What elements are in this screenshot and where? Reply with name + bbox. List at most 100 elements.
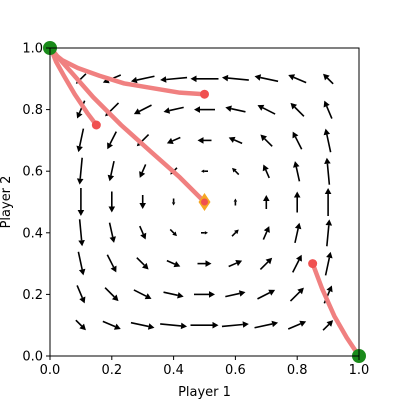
quiver-arrow-70 bbox=[290, 102, 305, 117]
quiver-arrow-54 bbox=[254, 320, 279, 329]
trajectory-line-3 bbox=[310, 261, 361, 358]
trajectory-line-1 bbox=[49, 48, 99, 128]
quiver-arrow-51 bbox=[228, 136, 243, 145]
quiver-arrow-61 bbox=[257, 104, 276, 115]
y-tick-label-2: 0.4 bbox=[22, 226, 43, 241]
quiver-arrow-1 bbox=[76, 285, 86, 304]
quiver-arrow-42 bbox=[197, 137, 212, 144]
trajectory-line-2 bbox=[50, 47, 207, 205]
quiver-arrow-28 bbox=[163, 291, 184, 299]
quiver-arrow-38 bbox=[197, 260, 212, 267]
quiver-arrow-14 bbox=[107, 160, 115, 182]
quiver-arrow-37 bbox=[194, 291, 215, 298]
quiver-arrow-21 bbox=[139, 225, 147, 240]
markers bbox=[43, 41, 366, 363]
quiver-arrow-79 bbox=[323, 100, 333, 119]
quiver-arrow-33 bbox=[166, 136, 181, 144]
quiver-arrow-72 bbox=[322, 320, 334, 331]
quiver-arrow-10 bbox=[104, 287, 119, 302]
quiver-arrow-71 bbox=[288, 74, 307, 84]
quiver-arrow-76 bbox=[324, 188, 332, 216]
x-tick-label-2: 0.4 bbox=[163, 363, 184, 378]
quiver-arrow-75 bbox=[325, 219, 333, 247]
quiver-arrow-56 bbox=[259, 257, 273, 271]
trajectory-start-0 bbox=[200, 89, 209, 99]
trajectory-line-0 bbox=[49, 47, 207, 97]
quiver-arrow-13 bbox=[108, 191, 116, 213]
quiver-arrow-55 bbox=[257, 289, 276, 300]
quiver-arrow-78 bbox=[323, 128, 332, 153]
y-axis-label: Player 2 bbox=[0, 176, 14, 229]
x-tick-label-3: 0.6 bbox=[225, 363, 246, 378]
quiver-arrow-22 bbox=[139, 195, 146, 209]
quiver-arrow-0 bbox=[75, 319, 86, 331]
quiver-arrow-31 bbox=[171, 198, 176, 206]
quiver-arrow-15 bbox=[107, 131, 117, 150]
quiver-arrow-53 bbox=[221, 74, 249, 82]
quiver-arrow-64 bbox=[289, 287, 304, 302]
quiver-arrow-68 bbox=[293, 161, 301, 182]
quiver-arrow-77 bbox=[324, 157, 331, 185]
quiver-arrow-4 bbox=[77, 188, 85, 216]
quiver-arrow-2 bbox=[77, 251, 86, 276]
quiver-arrow-46 bbox=[225, 290, 246, 298]
quiver-arrow-25 bbox=[133, 104, 152, 115]
quiver-arrow-9 bbox=[102, 320, 121, 330]
quiver-arrow-39 bbox=[201, 231, 208, 235]
quiver-arrow-52 bbox=[225, 105, 246, 113]
quiver-arrow-69 bbox=[292, 131, 303, 150]
y-tick-label-5: 1.0 bbox=[22, 42, 43, 57]
quiver-arrow-45 bbox=[221, 321, 249, 328]
quiver-arrow-34 bbox=[163, 106, 184, 114]
x-tick-label-5: 1.0 bbox=[349, 363, 370, 378]
quiver-arrow-6 bbox=[76, 128, 85, 153]
quiver-arrow-50 bbox=[232, 167, 240, 176]
ticks: 0.0 0.2 0.4 0.6 0.8 1.0 0.0 0.2 0.4 0.6 0.8 1.0 bbox=[22, 42, 369, 379]
y-tick-label-1: 0.2 bbox=[22, 288, 43, 303]
quiver-arrow-5 bbox=[76, 157, 84, 185]
quiver-arrow-58 bbox=[263, 195, 270, 209]
trajectories bbox=[49, 47, 361, 358]
quiver-arrow-35 bbox=[160, 76, 188, 83]
quiver-arrow-67 bbox=[293, 191, 301, 213]
quiver-arrow-49 bbox=[233, 198, 238, 206]
axes-frame bbox=[49, 47, 360, 357]
y-tick-label-4: 0.8 bbox=[22, 103, 43, 118]
y-tick-label-0: 0.0 bbox=[22, 350, 43, 365]
trajectory-start-1 bbox=[91, 120, 101, 130]
quiver-arrow-36 bbox=[190, 321, 219, 329]
quiver-arrow-48 bbox=[231, 229, 239, 237]
quiver-arrow-27 bbox=[160, 322, 188, 330]
quiver-arrow-57 bbox=[262, 226, 270, 240]
quiver-arrow-60 bbox=[260, 134, 273, 147]
quiver-arrow-18 bbox=[130, 321, 155, 330]
quiver-arrow-66 bbox=[294, 222, 302, 244]
y-tick-label-3: 0.6 bbox=[22, 165, 43, 180]
trajectory-start-3 bbox=[308, 259, 318, 269]
quiver-arrow-26 bbox=[130, 75, 155, 84]
x-tick-label-0: 0.0 bbox=[40, 363, 61, 378]
quiver-arrow-20 bbox=[136, 257, 149, 270]
center-start-point bbox=[201, 198, 208, 206]
quiver-arrow-23 bbox=[139, 164, 147, 178]
quiver-field bbox=[75, 73, 334, 331]
x-tick-label-4: 0.8 bbox=[287, 363, 308, 378]
quiver-arrow-41 bbox=[201, 169, 208, 173]
quiver-arrow-19 bbox=[133, 289, 152, 300]
quiver-arrow-3 bbox=[78, 219, 85, 247]
quiver-arrow-62 bbox=[254, 74, 279, 83]
quiver-arrow-12 bbox=[108, 222, 116, 243]
quiver-arrow-74 bbox=[324, 251, 333, 276]
quiver-arrow-11 bbox=[106, 254, 117, 273]
x-tick-label-1: 0.2 bbox=[101, 363, 122, 378]
quiver-arrow-63 bbox=[287, 320, 307, 330]
quiver-arrow-30 bbox=[169, 228, 177, 237]
quiver-arrow-80 bbox=[323, 73, 334, 85]
quiver-arrow-47 bbox=[228, 260, 243, 268]
quiver-arrow-65 bbox=[292, 254, 302, 273]
quiver-arrow-44 bbox=[190, 75, 219, 83]
quiver-arrow-29 bbox=[166, 259, 181, 268]
quiver-arrow-59 bbox=[262, 164, 270, 179]
x-axis-label: Player 1 bbox=[178, 385, 231, 400]
